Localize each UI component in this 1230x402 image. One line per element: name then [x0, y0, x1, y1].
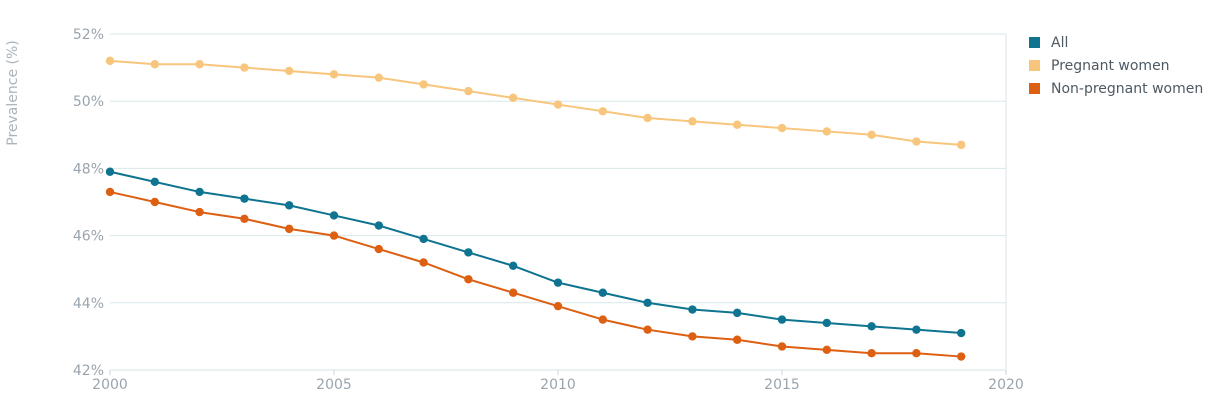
x-tick-labels: 2000 2005 2010 2015 2020 [92, 370, 1024, 393]
data-point-pregnant-women[interactable] [553, 100, 563, 109]
y-tick-labels: 42% 44% 46% 48% 50% 52% [73, 27, 104, 379]
data-point-all[interactable] [867, 322, 876, 331]
data-point-non-pregnant-women[interactable] [285, 224, 294, 234]
data-point-all[interactable] [777, 315, 787, 324]
data-point-all[interactable] [733, 308, 742, 318]
data-point-pregnant-women[interactable] [733, 120, 742, 129]
data-point-all[interactable] [553, 278, 563, 287]
data-point-pregnant-women[interactable] [912, 137, 921, 146]
data-point-non-pregnant-women[interactable] [195, 207, 204, 217]
data-point-non-pregnant-women[interactable] [464, 275, 473, 284]
data-point-all[interactable] [509, 261, 518, 271]
data-point-pregnant-women[interactable] [374, 73, 383, 82]
series-all [105, 167, 966, 338]
x-tick-label: 2005 [316, 377, 352, 393]
data-point-non-pregnant-women[interactable] [509, 288, 518, 297]
legend-item-pregnant-women[interactable]: Pregnant women [1029, 58, 1170, 74]
data-point-pregnant-women[interactable] [957, 140, 966, 150]
data-point-pregnant-women[interactable] [105, 56, 115, 66]
y-tick-label: 44% [73, 296, 104, 312]
data-point-non-pregnant-women[interactable] [240, 214, 249, 223]
data-point-pregnant-women[interactable] [509, 93, 518, 103]
data-point-non-pregnant-women[interactable] [733, 335, 742, 344]
data-point-all[interactable] [285, 201, 294, 210]
y-axis-label: Prevalence (%) [5, 40, 21, 146]
x-tick-label: 2000 [92, 377, 128, 393]
x-tick-label: 2010 [540, 377, 576, 393]
data-point-pregnant-women[interactable] [598, 107, 607, 116]
data-point-non-pregnant-women[interactable] [643, 325, 652, 334]
data-point-pregnant-women[interactable] [240, 63, 249, 72]
data-point-all[interactable] [374, 221, 383, 230]
data-point-non-pregnant-women[interactable] [957, 352, 966, 361]
legend-swatch [1029, 60, 1040, 71]
series-line-pregnant-women [109, 59, 962, 146]
data-point-all[interactable] [105, 167, 115, 176]
data-point-pregnant-women[interactable] [777, 123, 787, 133]
series-non-pregnant-women [105, 187, 966, 361]
x-tick-label: 2015 [764, 377, 800, 393]
data-point-non-pregnant-women[interactable] [150, 197, 159, 207]
data-point-non-pregnant-women[interactable] [329, 231, 339, 240]
series-pregnant-women [105, 56, 966, 150]
data-point-pregnant-women[interactable] [419, 80, 428, 89]
series-line-non-pregnant-women [109, 190, 962, 358]
data-point-non-pregnant-women[interactable] [867, 349, 876, 358]
data-point-non-pregnant-women[interactable] [553, 301, 563, 311]
data-point-non-pregnant-women[interactable] [822, 345, 831, 355]
legend-swatch [1029, 83, 1040, 94]
y-tick-label: 46% [73, 229, 104, 245]
data-point-pregnant-women[interactable] [822, 127, 831, 136]
data-point-all[interactable] [822, 318, 831, 328]
data-point-non-pregnant-women[interactable] [419, 258, 428, 267]
data-point-pregnant-women[interactable] [688, 117, 697, 126]
data-point-non-pregnant-women[interactable] [912, 349, 921, 358]
data-point-non-pregnant-women[interactable] [598, 315, 607, 324]
data-point-all[interactable] [240, 194, 249, 203]
data-point-pregnant-women[interactable] [329, 70, 339, 79]
data-point-pregnant-women[interactable] [195, 60, 204, 69]
data-point-non-pregnant-women[interactable] [688, 332, 697, 341]
legend-swatch [1029, 37, 1040, 48]
legend-item-all[interactable]: All [1029, 35, 1068, 51]
data-point-non-pregnant-women[interactable] [105, 187, 115, 197]
data-point-all[interactable] [598, 288, 607, 297]
data-point-pregnant-women[interactable] [867, 130, 876, 139]
y-tick-label: 52% [73, 27, 104, 43]
data-point-pregnant-women[interactable] [464, 86, 473, 96]
y-tick-label: 42% [73, 363, 104, 379]
data-point-pregnant-women[interactable] [150, 60, 159, 69]
legend-item-non-pregnant-women[interactable]: Non-pregnant women [1029, 81, 1203, 97]
data-point-non-pregnant-women[interactable] [777, 342, 787, 351]
series-line-all [109, 170, 962, 335]
data-point-non-pregnant-women[interactable] [374, 244, 383, 254]
data-point-all[interactable] [912, 325, 921, 334]
series-lines [105, 56, 966, 361]
data-point-all[interactable] [150, 177, 159, 187]
data-point-all[interactable] [464, 248, 473, 257]
legend[interactable]: All Pregnant women Non-pregnant women [1029, 35, 1203, 97]
y-tick-label: 48% [73, 161, 104, 177]
y-tick-label: 50% [73, 94, 104, 110]
x-tick-label: 2020 [988, 377, 1024, 393]
data-point-all[interactable] [195, 187, 204, 197]
data-point-all[interactable] [957, 328, 966, 338]
legend-label: All [1051, 35, 1068, 51]
data-point-pregnant-women[interactable] [285, 66, 294, 76]
data-point-all[interactable] [419, 234, 428, 244]
data-point-pregnant-women[interactable] [643, 113, 652, 123]
legend-label: Pregnant women [1051, 58, 1170, 74]
data-point-all[interactable] [329, 211, 339, 220]
data-point-all[interactable] [643, 298, 652, 307]
legend-label: Non-pregnant women [1051, 81, 1203, 97]
data-point-all[interactable] [688, 305, 697, 314]
